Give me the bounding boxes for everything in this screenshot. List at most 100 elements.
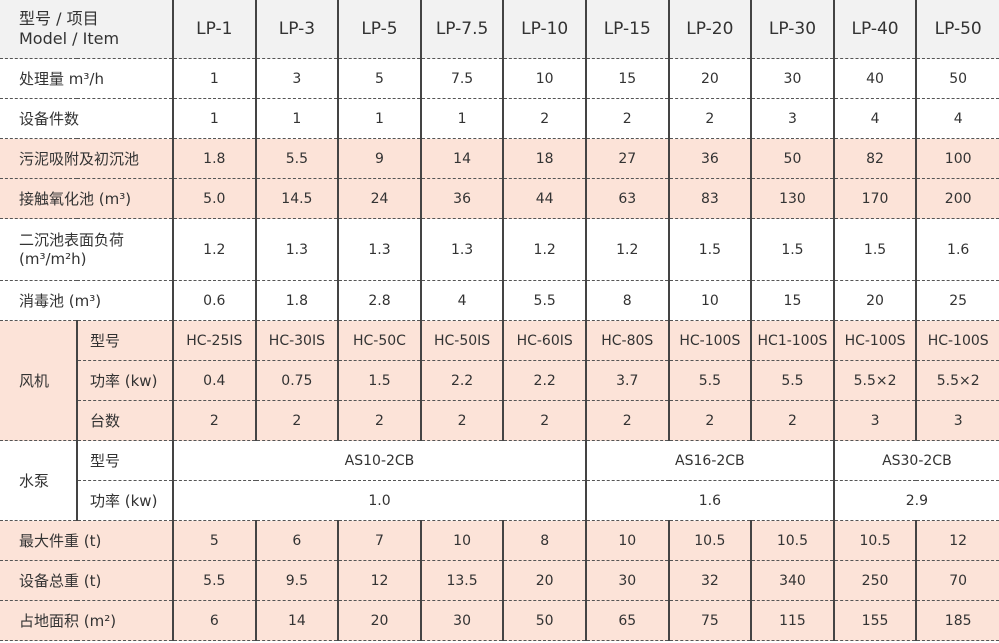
cell-value: 100 — [915, 138, 999, 179]
merged-cell-value: 1.0 — [172, 480, 586, 521]
merged-cell-value: AS30-2CB — [832, 440, 999, 481]
row-label: 消毒池 (m³) — [0, 280, 173, 321]
row-label: 设备总重 (t) — [0, 560, 173, 601]
row-label-text: 二沉池表面负荷 — [19, 230, 125, 249]
cell-value: 2.8 — [337, 280, 421, 321]
cell-value: 1.3 — [419, 218, 504, 281]
fan-group-label: 风机 — [0, 320, 77, 441]
row-label: 二沉池表面负荷 (m³/m²h) — [0, 218, 173, 281]
cell-value: 1.3 — [254, 218, 339, 281]
cell-value: 2 — [667, 400, 752, 441]
cell-value: 13.5 — [419, 560, 504, 601]
cell-value: 10 — [584, 520, 669, 561]
cell-value: 1.2 — [172, 218, 256, 281]
cell-value: 10.5 — [750, 520, 834, 561]
model-header: LP-5 — [337, 0, 421, 59]
cell-value: 50 — [502, 600, 586, 641]
cell-value: 15 — [750, 280, 834, 321]
row-label: 占地面积 (m²) — [0, 600, 173, 641]
cell-value: 4 — [832, 98, 917, 139]
cell-value: 200 — [915, 178, 999, 219]
pump-sub-label: 型号 — [76, 440, 173, 481]
cell-value: 5.5 — [172, 560, 256, 601]
cell-value: 10.5 — [667, 520, 752, 561]
cell-value: 4 — [915, 98, 999, 139]
cell-value: HC-100S — [915, 320, 999, 361]
cell-value: 12 — [915, 520, 999, 561]
row-label: 污泥吸附及初沉池 — [0, 138, 173, 179]
cell-value: 83 — [667, 178, 752, 219]
cell-value: 10 — [667, 280, 752, 321]
cell-value: 1 — [172, 58, 256, 99]
cell-value: 3 — [832, 400, 917, 441]
cell-value: 1.2 — [584, 218, 669, 281]
cell-value: 20 — [502, 560, 586, 601]
table-row: 二沉池表面负荷 (m³/m²h) 1.2 1.3 1.3 1.3 1.2 1.2 1.5 1.5 1… — [0, 218, 999, 281]
cell-value: 0.75 — [254, 360, 339, 401]
cell-value: HC-100S — [832, 320, 917, 361]
cell-value: 40 — [832, 58, 917, 99]
cell-value: 170 — [832, 178, 917, 219]
header-label-cn: 型号 / 项目 — [19, 9, 99, 28]
cell-value: 2 — [584, 400, 669, 441]
cell-value: 2 — [419, 400, 504, 441]
cell-value: 0.4 — [172, 360, 256, 401]
row-label-text: 占地面积 (m²) — [19, 612, 117, 630]
model-header: LP-40 — [832, 0, 917, 59]
cell-value: 5 — [337, 58, 421, 99]
row-label: 最大件重 (t) — [0, 520, 173, 561]
cell-value: 1.3 — [337, 218, 421, 281]
pump-group-label: 水泵 — [0, 440, 77, 521]
cell-value: 15 — [584, 58, 669, 99]
cell-value: 20 — [832, 280, 917, 321]
cell-value: 1.8 — [254, 280, 339, 321]
cell-value: 5.5×2 — [915, 360, 999, 401]
row-label: 设备件数 — [0, 98, 173, 139]
cell-value: 5.5 — [750, 360, 834, 401]
table-row: 占地面积 (m²) 6 14 20 30 50 65 75 115 155 185 — [0, 600, 999, 641]
cell-value: 2 — [254, 400, 339, 441]
cell-value: 30 — [750, 58, 834, 99]
cell-value: 1 — [337, 98, 421, 139]
row-label-text: 接触氧化池 (m³) — [19, 190, 132, 208]
cell-value: 20 — [667, 58, 752, 99]
fan-sub-label: 功率 (kw) — [76, 360, 173, 401]
cell-value: 2 — [502, 98, 586, 139]
cell-value: 65 — [584, 600, 669, 641]
cell-value: 44 — [502, 178, 586, 219]
row-label-text: 设备件数 — [19, 110, 80, 128]
cell-value: 50 — [915, 58, 999, 99]
cell-value: 2 — [502, 400, 586, 441]
cell-value: 250 — [832, 560, 917, 601]
row-label-unit: (m³/m²h) — [19, 249, 87, 268]
cell-value: 3 — [915, 400, 999, 441]
cell-value: 1.2 — [502, 218, 586, 281]
cell-value: HC-30IS — [254, 320, 339, 361]
merged-cell-value: AS16-2CB — [584, 440, 834, 481]
cell-value: 63 — [584, 178, 669, 219]
cell-value: HC-80S — [584, 320, 669, 361]
header-label-en: Model / Item — [19, 29, 120, 48]
cell-value: 8 — [502, 520, 586, 561]
cell-value: 18 — [502, 138, 586, 179]
model-header: LP-3 — [254, 0, 339, 59]
cell-value: 2 — [172, 400, 256, 441]
cell-value: 70 — [915, 560, 999, 601]
merged-cell-value: 1.6 — [584, 480, 834, 521]
cell-value: 7 — [337, 520, 421, 561]
cell-value: 36 — [667, 138, 752, 179]
header-label: 型号 / 项目 Model / Item — [0, 0, 173, 59]
merged-cell-value: AS10-2CB — [172, 440, 586, 481]
cell-value: 36 — [419, 178, 504, 219]
cell-value: 50 — [750, 138, 834, 179]
pump-row: 水泵 型号 AS10-2CB AS16-2CB AS30-2CB — [0, 440, 999, 521]
cell-value: 1.5 — [832, 218, 917, 281]
cell-value: 2 — [337, 400, 421, 441]
cell-value: 5.5 — [502, 280, 586, 321]
cell-value: 2 — [750, 400, 834, 441]
cell-value: 8 — [584, 280, 669, 321]
cell-value: 5 — [172, 520, 256, 561]
cell-value: HC-60IS — [502, 320, 586, 361]
model-header: LP-15 — [584, 0, 669, 59]
